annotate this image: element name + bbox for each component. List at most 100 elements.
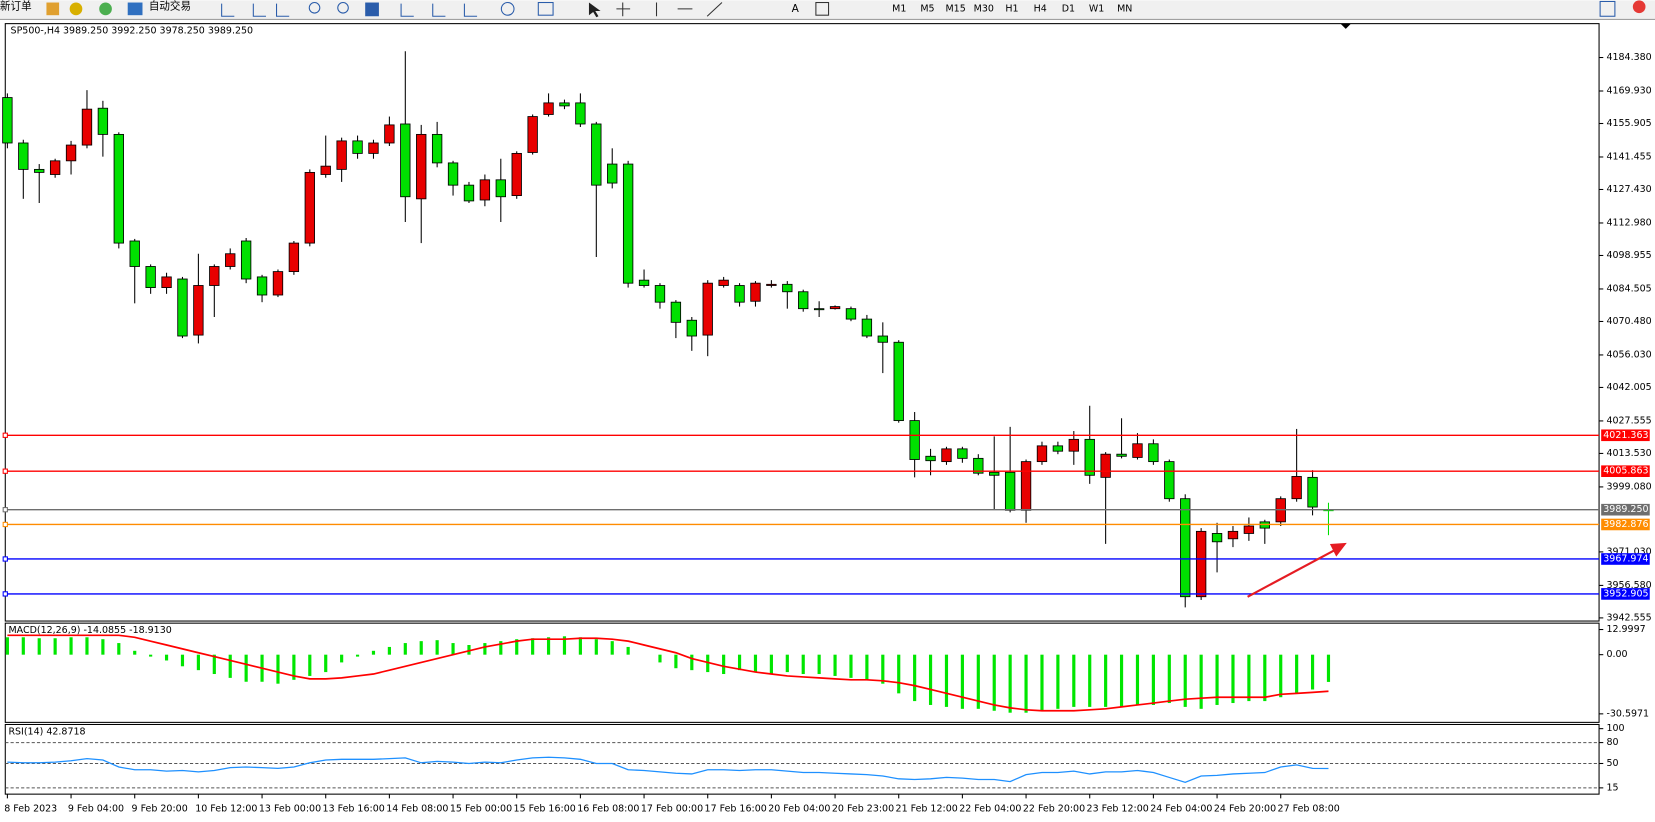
timeframe-button[interactable]: M30 [974,3,994,14]
auto-trade-button[interactable]: 自动交易 [149,0,191,13]
macd-bar [164,654,169,661]
candle-body [161,276,172,289]
icon[interactable] [400,3,478,17]
notification[interactable] [1632,0,1646,14]
icon[interactable] [221,3,290,17]
macd-bar [196,654,200,671]
search[interactable] [1599,0,1616,17]
rsi-line [7,756,1329,783]
timeframe-button[interactable]: H4 [1034,3,1047,14]
candle-body [1164,461,1175,500]
y-tick-label: 4155.905 [1606,118,1651,129]
timeframe-button[interactable]: M1 [892,3,906,14]
macd-bar [149,654,153,657]
icon[interactable] [99,2,112,16]
price-label: 3989.250 [1603,504,1648,515]
macd-bar [992,654,996,711]
icon[interactable] [365,2,379,17]
price-label: 4005.863 [1603,466,1648,477]
macd-bar [1167,654,1171,704]
icon[interactable] [46,2,60,16]
macd-bar [944,654,949,707]
macd-bar [690,654,694,671]
macd-bar [578,637,582,655]
candle-body [304,171,315,244]
candle-body [384,124,395,144]
draw-tools[interactable] [616,2,723,17]
y-tick-label: 12.9997 [1606,624,1645,635]
icon[interactable] [127,2,143,16]
candle-body [654,285,666,303]
candle-body [925,455,936,462]
x-tick-label: 21 Feb 12:00 [896,803,958,814]
candle-body [1004,471,1016,511]
candle-body [543,102,554,115]
price-label-bg [1601,465,1650,478]
icon[interactable] [537,1,554,16]
zoom-in[interactable] [308,1,321,14]
x-tick-label: 16 Feb 08:00 [577,803,639,814]
timeframe-bar: M1 M5 M15 M30 H1 H4 D1 W1 MN [892,3,1132,14]
macd-bar [833,654,837,676]
timeframe-button[interactable]: D1 [1062,3,1075,14]
macd-bar [594,639,598,655]
macd-bar [1326,654,1331,682]
text-tool[interactable]: A [792,3,800,15]
macd-bar [419,641,423,655]
chart-title: SP500-,H4 3989.250 3992.250 3978.250 398… [11,26,254,37]
macd-bar [1088,654,1092,707]
timeframe-button[interactable]: M15 [946,3,966,14]
macd-bar [1135,654,1140,705]
candle-body [400,123,411,198]
candle-body [97,107,109,135]
candle-body [368,142,379,154]
label-tool[interactable] [815,1,830,16]
candle-body [320,165,331,175]
price-label-bg [1601,518,1650,531]
macd-bar [960,654,964,709]
candle-body [734,285,745,303]
timeframe-button[interactable]: M5 [920,3,934,14]
macd-bar [769,654,773,675]
icon[interactable] [500,1,515,16]
candle-body [845,308,857,320]
line-handle [2,432,8,438]
macd-bar [340,654,344,663]
cursor-tool[interactable] [588,2,601,18]
timeframe-button[interactable]: W1 [1089,3,1104,14]
x-tick-label: 13 Feb 16:00 [323,803,385,814]
icon[interactable] [69,2,83,16]
candle-body [2,97,13,144]
macd-bar [1024,654,1028,713]
candle-body [766,283,777,286]
line-handle [2,521,8,528]
macd-bar [913,654,917,702]
candle-body [145,266,156,289]
macd-bar [706,654,710,673]
macd-bar [21,637,25,655]
x-tick-label: 20 Feb 23:00 [832,803,894,814]
macd-bar [1072,654,1076,707]
price-label: 3982.876 [1603,519,1648,530]
x-tick-label: 24 Feb 20:00 [1214,803,1276,814]
candle-body [941,448,952,463]
y-tick-label: 4084.505 [1606,283,1651,294]
macd-bar [928,654,933,705]
zoom-out[interactable] [337,1,349,14]
timeframe-button[interactable]: MN [1117,3,1132,14]
candle-body [34,168,45,173]
macd-bar [881,654,885,684]
candle-body [18,142,29,170]
price-label: 4021.363 [1603,430,1648,441]
new-order-button[interactable]: 新订单 [0,0,32,13]
candle-body [416,133,427,200]
candle-body [559,102,570,107]
candle-body [829,306,841,310]
macd-bar [1231,654,1235,704]
candle-body [957,448,968,459]
timeframe-button[interactable]: H1 [1005,3,1018,14]
macd-bar [1183,654,1187,707]
candle-body [622,163,634,284]
macd-bar [292,654,296,680]
macd-bar [276,654,280,684]
